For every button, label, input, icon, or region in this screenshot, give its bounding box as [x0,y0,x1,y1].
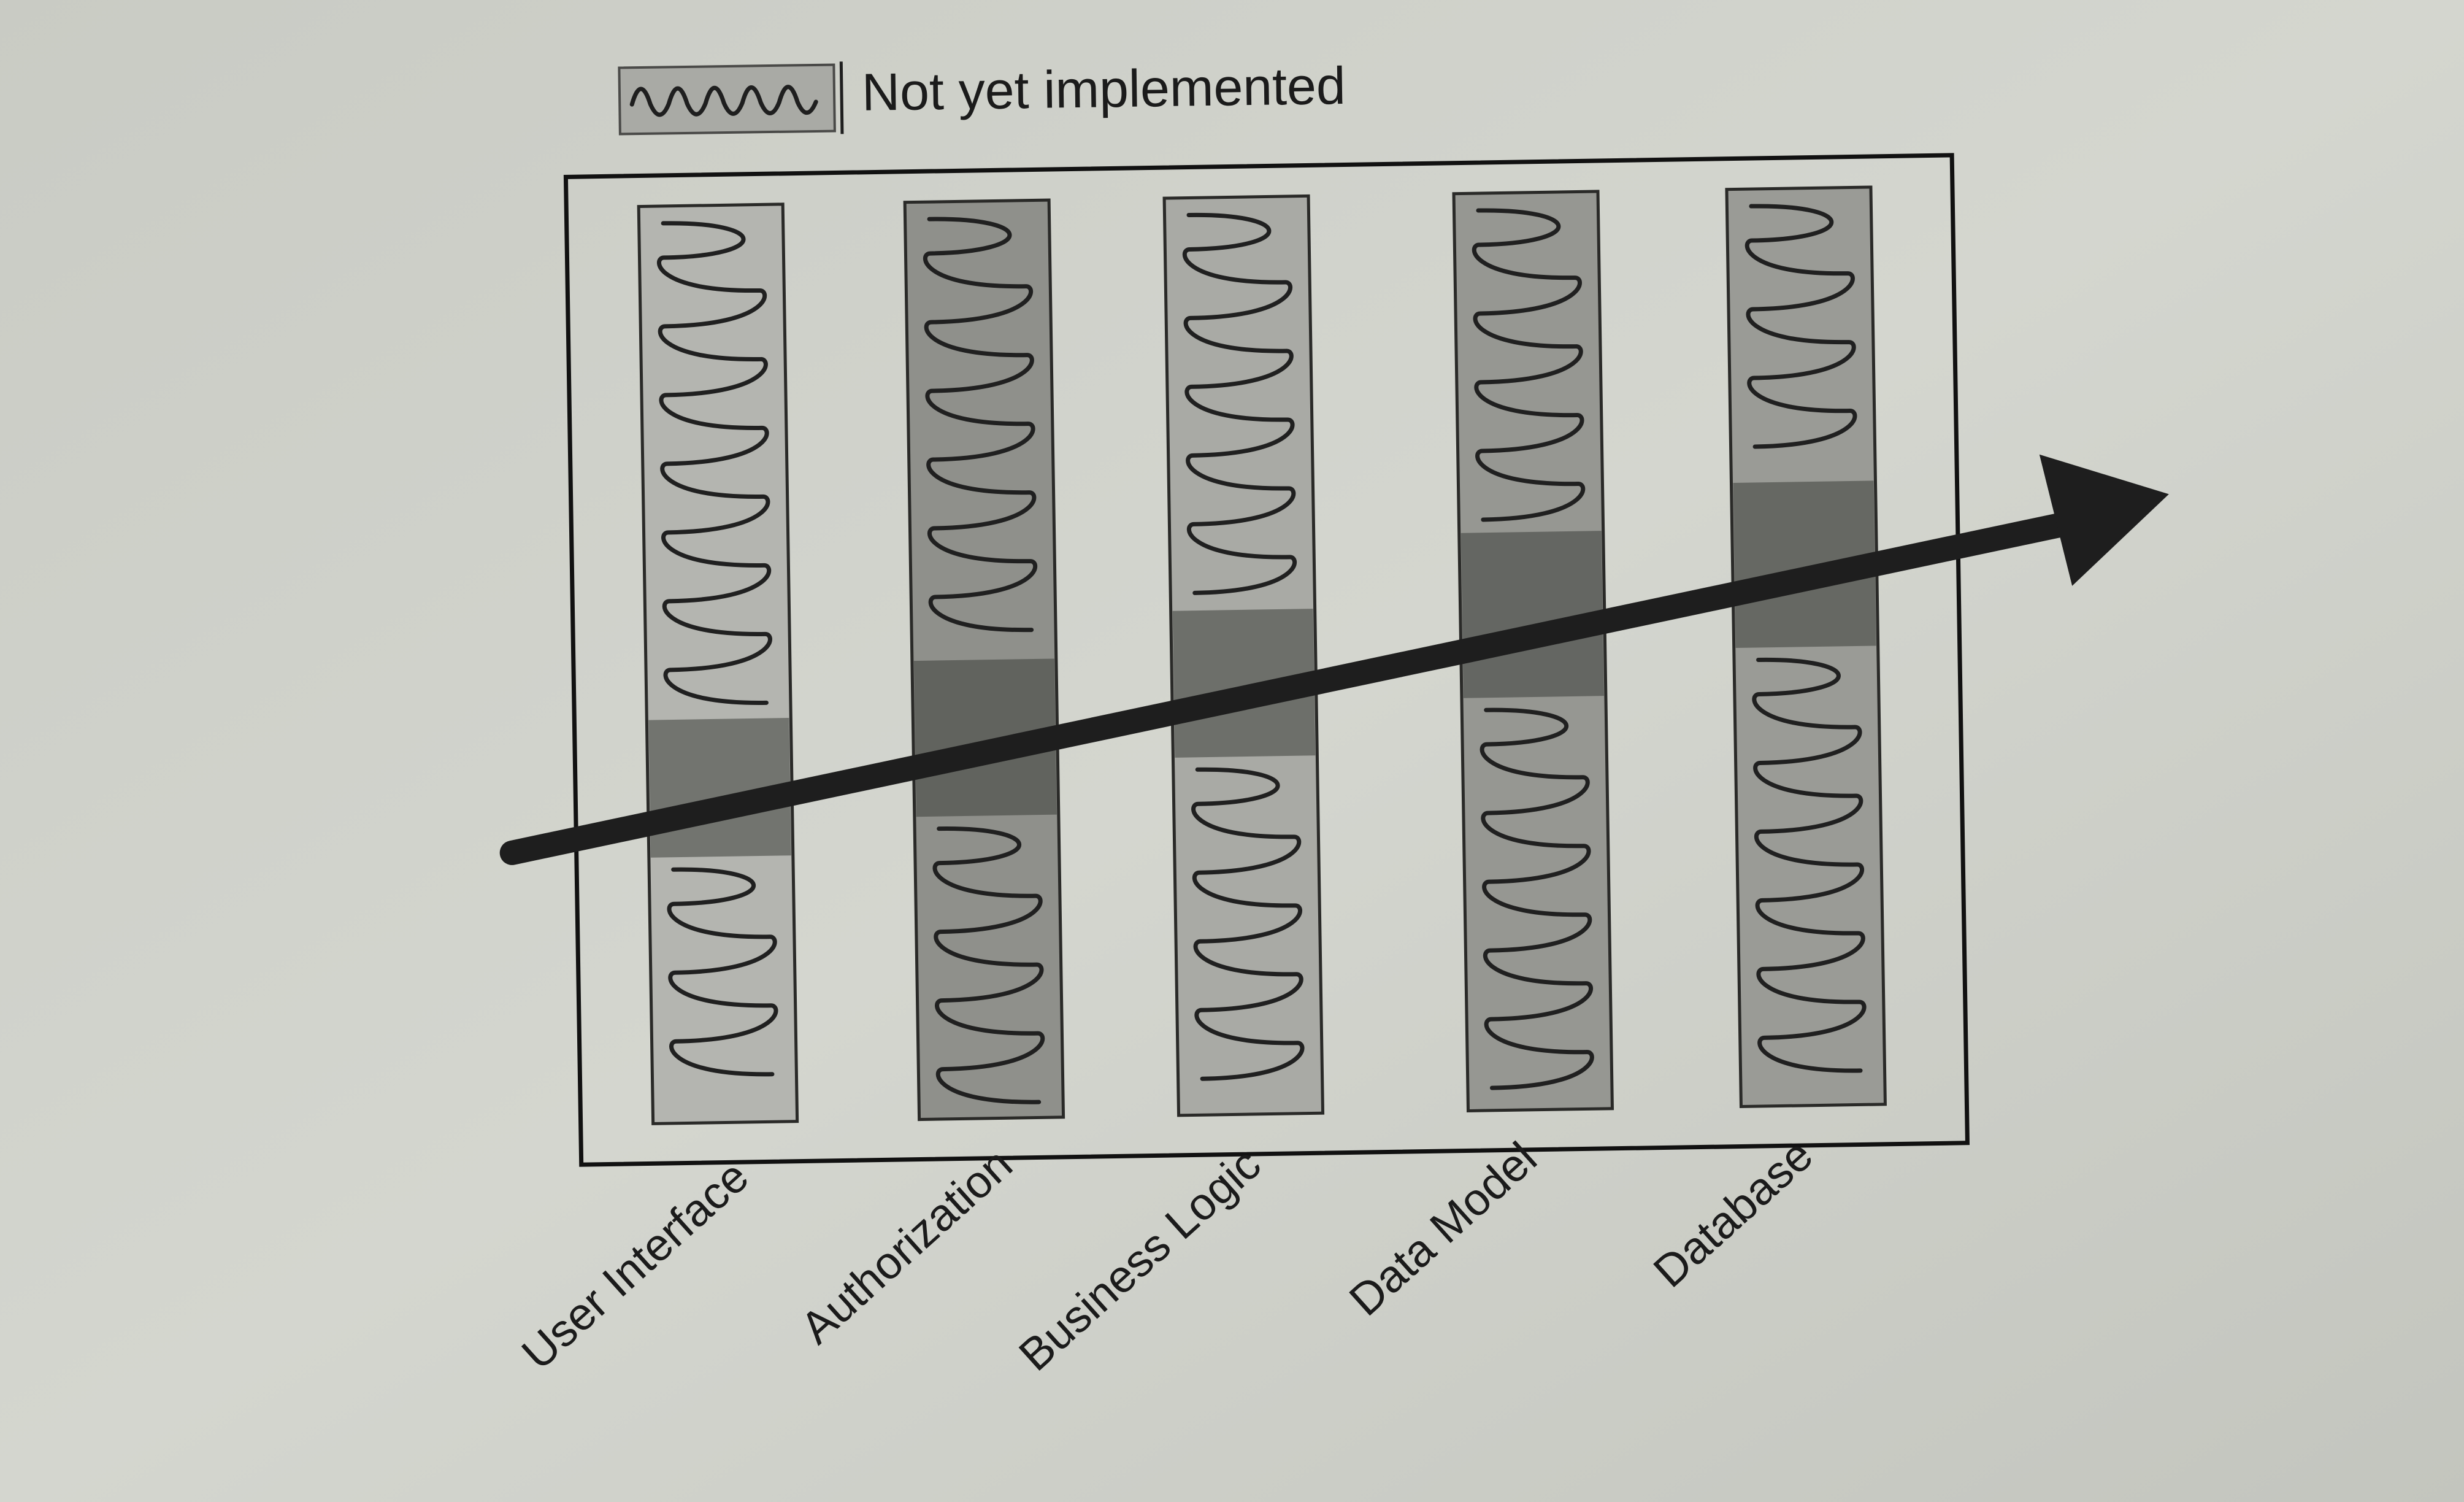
diagram-frame [563,153,1970,1167]
not-implemented-squiggle-lower [1480,707,1594,1090]
not-implemented-squiggle-lower [932,826,1045,1104]
legend: Not yet implemented [618,56,1346,136]
not-implemented-squiggle-lower [1191,767,1305,1081]
legend-divider [839,61,844,134]
squiggle-swatch-icon [629,85,818,117]
not-implemented-squiggle-lower [667,867,778,1077]
layer-column-user-interface [637,202,799,1125]
implemented-band [913,658,1057,817]
progress-arrow [499,454,2169,865]
not-implemented-squiggle-upper [1744,204,1857,449]
layer-column-database [1725,185,1887,1109]
layer-column-authorization [903,198,1065,1122]
not-implemented-squiggle-upper [1472,208,1586,522]
arrow-shaft [499,509,2090,865]
layer-bar [637,202,799,1125]
not-implemented-squiggle-upper [656,221,772,705]
legend-label: Not yet implemented [861,56,1346,122]
arrow-head [2039,454,2169,586]
not-implemented-squiggle-lower [1752,657,1867,1073]
legend-swatch [618,63,836,136]
layer-column-business-logic [1162,194,1325,1117]
diagram-body [499,153,2169,1167]
not-implemented-squiggle-upper [1182,212,1297,595]
implemented-band [1172,609,1316,758]
implemented-band [1733,480,1876,649]
not-implemented-squiggle-upper [923,217,1038,633]
